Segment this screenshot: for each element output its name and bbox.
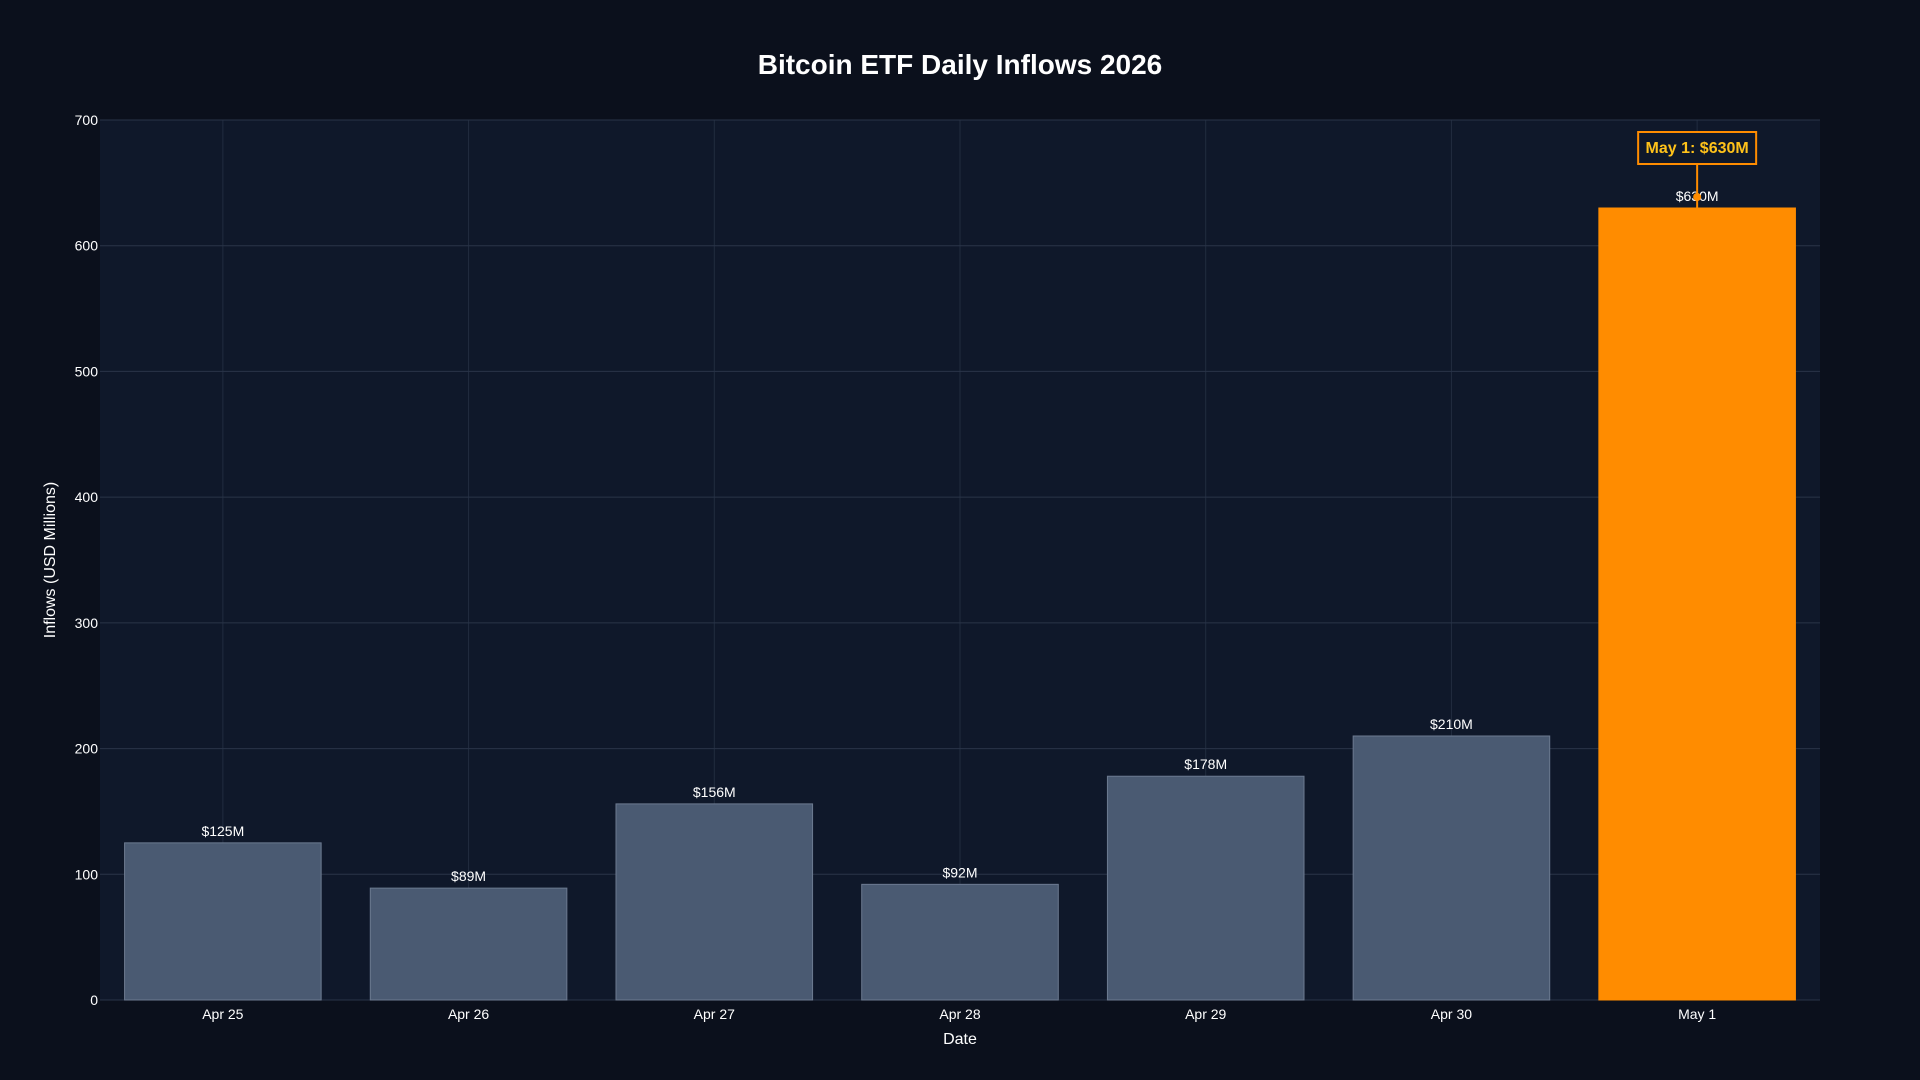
bar-apr-28 xyxy=(861,883,1059,1001)
y-tick-label: 600 xyxy=(75,238,99,254)
annotation-label: May 1: $630M xyxy=(1646,140,1749,157)
bar-apr-30 xyxy=(1352,735,1551,1001)
x-tick-label: May 1 xyxy=(1678,1006,1716,1022)
y-tick-label: 300 xyxy=(75,615,99,631)
x-axis-ticks: Apr 25 Apr 26 Apr 27 Apr 28 Apr 29 Apr 30 May … xyxy=(202,1006,1716,1022)
bar-value-label: $178M xyxy=(1184,756,1227,772)
x-tick-label: Apr 30 xyxy=(1431,1006,1472,1022)
chart-title: Bitcoin ETF Daily Inflows 2026 xyxy=(758,49,1163,80)
x-tick-label: Apr 25 xyxy=(202,1006,243,1022)
x-tick-label: Apr 28 xyxy=(939,1006,980,1022)
bar-value-label: $125M xyxy=(201,823,244,839)
bar-value-label: $89M xyxy=(451,868,486,884)
x-tick-label: Apr 29 xyxy=(1185,1006,1226,1022)
y-tick-label: 700 xyxy=(75,112,99,128)
y-tick-label: 400 xyxy=(75,489,99,505)
annotation-arrow-head xyxy=(1693,193,1702,201)
x-tick-label: Apr 27 xyxy=(694,1006,735,1022)
bar-value-label: $210M xyxy=(1430,716,1473,732)
y-tick-label: 200 xyxy=(75,741,99,757)
annotation-box xyxy=(1637,131,1758,165)
bars xyxy=(124,207,1796,1001)
x-axis-label: Date xyxy=(943,1031,977,1048)
y-tick-label: 100 xyxy=(75,866,99,882)
bar-apr-25 xyxy=(124,842,322,1001)
annotation: May 1: $630M xyxy=(1637,131,1758,208)
bar-value-label: $156M xyxy=(693,784,736,800)
y-tick-label: 0 xyxy=(90,992,98,1008)
bar-apr-29 xyxy=(1106,775,1305,1001)
y-axis-label: Inflows (USD Millions) xyxy=(42,482,59,638)
bar-apr-27 xyxy=(615,803,814,1001)
data-labels: $125M$89M$156M$92M$178M$210M$630M xyxy=(201,188,1718,884)
y-tick-label: 500 xyxy=(75,363,99,379)
x-tick-label: Apr 26 xyxy=(448,1006,489,1022)
bar-may-1 xyxy=(1598,207,1796,1001)
bar-apr-26 xyxy=(369,887,568,1001)
bar-value-label: $92M xyxy=(942,864,977,880)
y-axis-ticks: 0 100 200 300 400 500 600 700 xyxy=(75,112,99,1008)
